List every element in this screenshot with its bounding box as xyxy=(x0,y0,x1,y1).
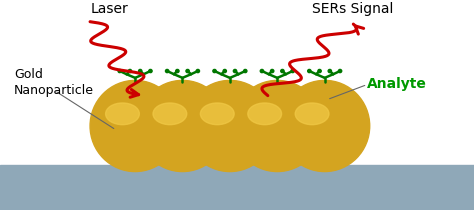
Ellipse shape xyxy=(106,103,139,125)
Text: Laser: Laser xyxy=(90,2,128,16)
Ellipse shape xyxy=(165,70,169,73)
Ellipse shape xyxy=(196,70,200,73)
Ellipse shape xyxy=(233,70,237,73)
Text: Analyte: Analyte xyxy=(367,77,427,92)
Ellipse shape xyxy=(128,70,132,73)
Ellipse shape xyxy=(138,70,142,73)
Ellipse shape xyxy=(248,103,282,125)
Ellipse shape xyxy=(280,80,370,172)
Ellipse shape xyxy=(291,70,294,73)
Ellipse shape xyxy=(185,80,275,172)
Ellipse shape xyxy=(338,70,342,73)
Ellipse shape xyxy=(244,70,247,73)
Ellipse shape xyxy=(149,70,152,73)
Ellipse shape xyxy=(186,70,189,73)
Ellipse shape xyxy=(176,70,179,73)
Ellipse shape xyxy=(295,103,329,125)
Text: Gold
Nanoparticle: Gold Nanoparticle xyxy=(14,68,94,97)
Text: SERs Signal: SERs Signal xyxy=(312,2,394,16)
Ellipse shape xyxy=(90,80,180,172)
Ellipse shape xyxy=(281,70,284,73)
Ellipse shape xyxy=(328,70,331,73)
Ellipse shape xyxy=(201,103,234,125)
Bar xyxy=(0,165,474,210)
Ellipse shape xyxy=(271,70,274,73)
Ellipse shape xyxy=(223,70,227,73)
Ellipse shape xyxy=(232,80,322,172)
Ellipse shape xyxy=(118,70,121,73)
Ellipse shape xyxy=(318,70,321,73)
Ellipse shape xyxy=(137,80,228,172)
Ellipse shape xyxy=(308,70,311,73)
Ellipse shape xyxy=(260,70,264,73)
Ellipse shape xyxy=(153,103,187,125)
Ellipse shape xyxy=(213,70,216,73)
